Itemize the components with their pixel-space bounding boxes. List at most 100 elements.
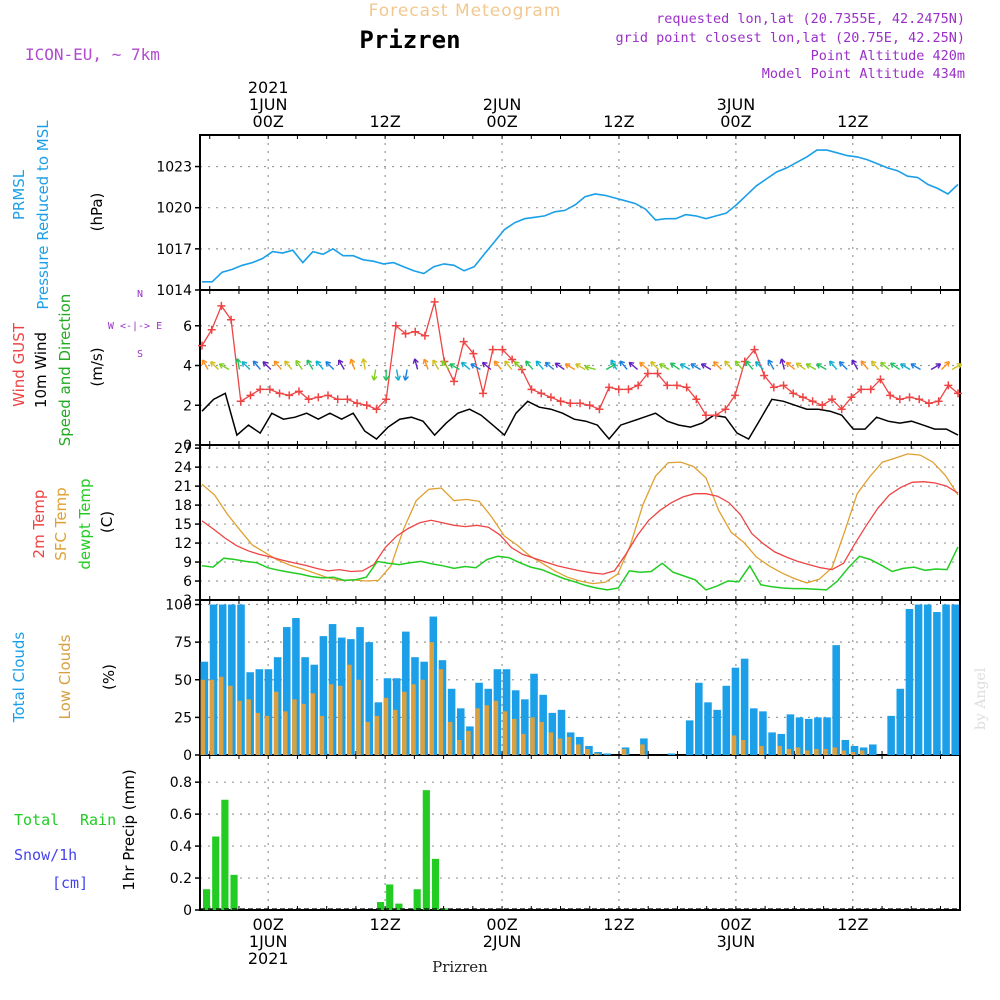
- wind-gust-marker: [828, 395, 836, 404]
- wind-direction-arrowhead: [481, 361, 488, 368]
- wind-gust-marker: [556, 397, 565, 406]
- low-cloud-bar: [502, 711, 508, 755]
- wind-direction-arrow: [829, 360, 838, 370]
- wind-direction-arrowhead: [412, 358, 419, 364]
- wind-direction-arrow: [734, 360, 743, 370]
- wind-direction-arrow: [262, 361, 272, 370]
- time-axis-label: 2021: [248, 78, 289, 97]
- wind-direction-arrow: [564, 363, 576, 371]
- low-cloud-bar: [301, 703, 306, 755]
- total-cloud-bar: [942, 604, 950, 755]
- wind-gust-marker: [382, 395, 391, 404]
- wind-direction-arrow: [851, 359, 859, 370]
- y-tick-label: 21: [174, 479, 192, 495]
- wind-direction-arrow: [930, 363, 941, 371]
- y-tick-label: 12: [174, 536, 192, 552]
- total-cloud-bar: [667, 753, 676, 755]
- wind-direction-arrowhead: [422, 358, 429, 365]
- rain-bar: [386, 884, 394, 910]
- panel-frame: [199, 754, 961, 911]
- low-cloud-bar: [786, 748, 792, 755]
- total-cloud-bar: [804, 718, 813, 755]
- credit-watermark: by Angel: [973, 667, 989, 730]
- y-tick-label: 0.6: [170, 807, 192, 823]
- wind-gust-marker: [275, 389, 284, 398]
- total-cloud-bar: [869, 744, 877, 755]
- wind-direction-arrow: [325, 361, 335, 370]
- wind-gust-marker: [508, 355, 517, 364]
- wind-direction-arrow: [362, 358, 366, 370]
- model-point-altitude: Model Point Altitude 434m: [762, 66, 965, 82]
- rain-bar: [395, 903, 403, 910]
- wind-direction-arrowhead: [371, 375, 378, 381]
- wind-gust-marker: [769, 383, 778, 392]
- wind-gust-marker: [595, 405, 604, 414]
- time-axis-label: 00Z: [720, 112, 751, 131]
- snow-unit-label: [cm]: [52, 874, 88, 892]
- low-cloud-bar: [850, 751, 856, 755]
- wind-direction-arrow: [273, 360, 282, 370]
- rain-bar: [376, 902, 385, 910]
- wind-gust-marker: [304, 395, 313, 404]
- total-cloud-bar: [731, 667, 740, 755]
- wind-direction-arrowhead: [639, 361, 645, 368]
- chart-layer: 1014101710201023024636912151821242702550…: [10, 78, 963, 968]
- low-cloud-bar: [539, 721, 544, 755]
- time-axis-label: 2JUN: [483, 95, 522, 114]
- wind-gust-marker: [915, 395, 924, 404]
- wind-direction-arrowhead: [360, 358, 368, 364]
- y-tick-label: 1014: [156, 283, 192, 299]
- requested-coordinates: requested lon,lat (20.7355E, 42.2475N): [656, 11, 965, 27]
- wind-gust-marker: [760, 371, 769, 380]
- wind-direction-arrow: [880, 361, 890, 371]
- wind-gust-marker: [682, 383, 691, 392]
- wind-gust-line: [201, 301, 959, 416]
- low-cloud-bar: [319, 715, 325, 755]
- low-cloud-bar: [823, 748, 828, 755]
- wind-direction-arrowhead: [284, 360, 290, 367]
- panel-frame: [199, 134, 961, 291]
- low-cloud-bar: [264, 715, 270, 755]
- total-cloud-bar: [319, 636, 328, 755]
- wind-gust-marker: [672, 381, 681, 390]
- y-tick-label: 75: [174, 635, 192, 651]
- wind-direction-arrowhead: [218, 363, 225, 369]
- wind-gust-marker: [779, 381, 788, 390]
- low-cloud-bar: [328, 684, 334, 755]
- wind-direction-arrowhead: [734, 360, 741, 367]
- time-axis-label: 12Z: [603, 112, 634, 131]
- total-cloud-bar: [823, 717, 831, 755]
- total-cloud-bar: [685, 720, 694, 755]
- wind-direction-arrowhead: [795, 362, 802, 369]
- wind-direction-arrow: [910, 363, 921, 371]
- low-cloud-bar: [365, 721, 370, 755]
- low-cloud-bar: [859, 750, 865, 755]
- wind-gust-marker: [217, 301, 226, 310]
- wind-gust-marker: [285, 391, 294, 400]
- y-tick-label: 25: [174, 710, 192, 726]
- wind-direction-arrow: [441, 360, 450, 370]
- total-cloud-bar: [704, 702, 712, 755]
- wind-direction-arrow: [414, 358, 419, 370]
- wind-direction-arrow: [575, 363, 586, 371]
- point-altitude: Point Altitude 420m: [811, 48, 965, 64]
- low-cloud-bar: [740, 739, 746, 755]
- wind-speed-line: [201, 392, 959, 441]
- wind-direction-arrowhead: [870, 360, 877, 367]
- wind-direction-arrowhead: [575, 363, 581, 369]
- low-cloud-bar: [438, 669, 444, 755]
- y-tick-label: 0.4: [170, 839, 192, 855]
- low-cloud-bar: [209, 679, 215, 755]
- time-axis-label: 12Z: [837, 112, 868, 131]
- wind-direction-arrowhead: [564, 363, 571, 369]
- wind-gust-marker: [798, 393, 807, 402]
- low-clouds-label: Low Clouds: [56, 634, 74, 719]
- wind-direction-arrow: [628, 361, 639, 371]
- total-cloud-bar: [814, 717, 822, 755]
- total-cloud-bar: [283, 627, 291, 755]
- total-cloud-bar: [603, 753, 612, 755]
- wind-gust-marker: [236, 397, 245, 406]
- wind-direction-arrowhead: [525, 360, 531, 367]
- forecast-title: Forecast Meteogram: [369, 1, 562, 21]
- wind-gust-marker: [391, 321, 400, 330]
